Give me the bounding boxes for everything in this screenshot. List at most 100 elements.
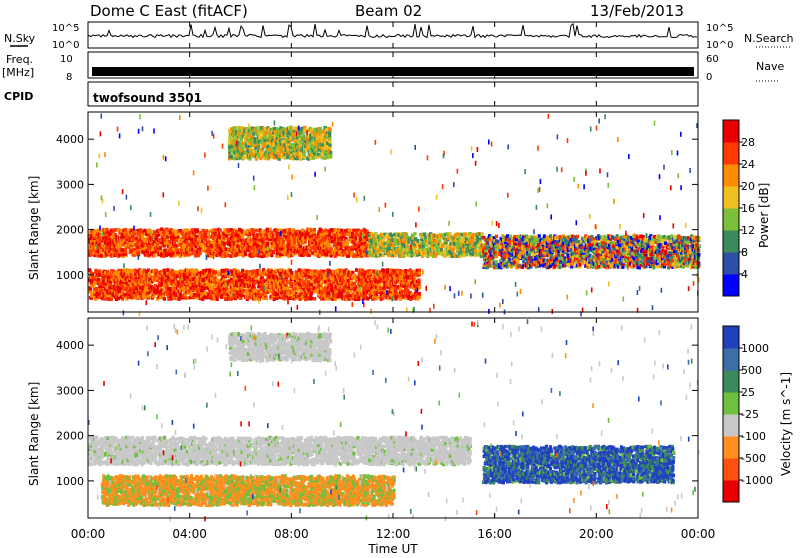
echo-cell	[405, 233, 408, 237]
date-title: 13/Feb/2013	[590, 2, 684, 20]
echo-cell	[241, 235, 244, 239]
echo-cell	[130, 273, 133, 277]
echo-cell	[287, 235, 290, 239]
echo-cell	[214, 270, 217, 274]
echo-cell	[145, 274, 148, 278]
echo-cell	[153, 230, 156, 234]
echo-cell	[558, 235, 561, 239]
echo-cell	[481, 232, 484, 236]
echo-cell	[222, 278, 225, 282]
echo-cell	[97, 278, 100, 282]
echo-cell	[618, 244, 621, 248]
echo-cell	[88, 268, 91, 272]
nsearch-label: N.Search	[744, 32, 794, 45]
echo-cell	[538, 234, 541, 238]
cpid-label: CPID	[4, 90, 33, 103]
echo-cell	[485, 246, 488, 250]
freq-tick-top: 10	[60, 54, 73, 65]
echo-cell	[348, 229, 351, 233]
echo-cell	[288, 228, 291, 232]
echo-cell	[95, 269, 98, 273]
echo-cell	[160, 227, 163, 231]
echo-cell	[132, 248, 135, 252]
echo-cell	[465, 253, 468, 257]
echo-cell	[110, 298, 113, 302]
echo-cell	[223, 242, 226, 246]
nsearch-tick-top: 10^5	[706, 23, 733, 34]
station-title: Dome C East (fitACF)	[90, 2, 248, 20]
echo-cell	[550, 254, 553, 258]
echo-cell	[423, 232, 426, 236]
cpid-value: twofsound 3501	[93, 91, 202, 105]
echo-cell	[686, 241, 689, 245]
echo-cell	[155, 269, 158, 273]
echo-cell	[575, 240, 578, 244]
echo-cell	[621, 265, 624, 269]
echo-cell	[124, 248, 127, 252]
echo-cell	[172, 229, 175, 233]
echo-cell	[345, 239, 348, 243]
echo-cell	[105, 286, 108, 290]
echo-cell	[114, 228, 117, 232]
echo-cell	[313, 228, 316, 232]
echo-cell	[473, 233, 476, 237]
echo-cell	[664, 250, 667, 254]
echo-cell	[242, 289, 245, 293]
echo-cell	[549, 264, 552, 268]
echo-cell	[90, 291, 93, 295]
echo-cell	[255, 229, 258, 233]
echo-cell	[413, 232, 416, 236]
nsky-label: N.Sky	[4, 32, 36, 45]
nsearch-tick-bottom: 10^0	[706, 40, 733, 51]
echo-cell	[147, 295, 150, 299]
echo-cell	[241, 269, 244, 273]
beam-title: Beam 02	[355, 2, 422, 20]
echo-cell	[266, 242, 269, 246]
echo-cell	[166, 292, 169, 296]
echo-cell	[546, 236, 549, 240]
nave-tick-top: 60	[706, 54, 719, 65]
echo-cell	[657, 260, 660, 264]
freq-unit: [MHz]	[2, 66, 34, 79]
nave-tick-bottom: 0	[706, 72, 712, 83]
echo-cell	[529, 256, 532, 260]
echo-cell	[171, 269, 174, 273]
power-heatmap	[88, 114, 701, 317]
echo-cell	[106, 228, 109, 232]
echo-cell	[163, 297, 166, 301]
freq-tick-bottom: 8	[66, 72, 72, 83]
echo-cell	[100, 254, 103, 258]
echo-cell	[143, 229, 146, 233]
echo-cell	[330, 228, 333, 232]
echo-cell	[516, 259, 519, 263]
echo-cell	[547, 239, 550, 243]
echo-cell	[117, 297, 120, 301]
nsky-tick-bottom: 10^0	[52, 40, 79, 51]
echo-cell	[479, 241, 482, 245]
echo-cell	[255, 276, 258, 280]
echo-cell	[474, 249, 477, 253]
echo-cell	[130, 269, 133, 273]
echo-cell	[495, 260, 498, 264]
echo-cell	[185, 296, 188, 300]
echo-cell	[269, 228, 272, 232]
echo-cell	[244, 252, 247, 256]
echo-cell	[495, 235, 498, 239]
freq-label: Freq.	[6, 53, 33, 66]
echo-cell	[390, 234, 393, 238]
echo-cell	[92, 284, 95, 288]
nsky-tick-top: 10^5	[52, 23, 79, 34]
echo-cell	[449, 232, 452, 236]
echo-cell	[216, 297, 219, 301]
echo-cell	[121, 248, 124, 252]
echo-cell	[214, 228, 217, 232]
echo-cell	[536, 238, 539, 242]
echo-cell	[174, 270, 177, 274]
echo-cell	[153, 254, 156, 258]
echo-cell	[576, 235, 579, 239]
echo-cell	[124, 228, 127, 232]
echo-cell	[118, 276, 121, 280]
echo-cell	[677, 234, 680, 238]
